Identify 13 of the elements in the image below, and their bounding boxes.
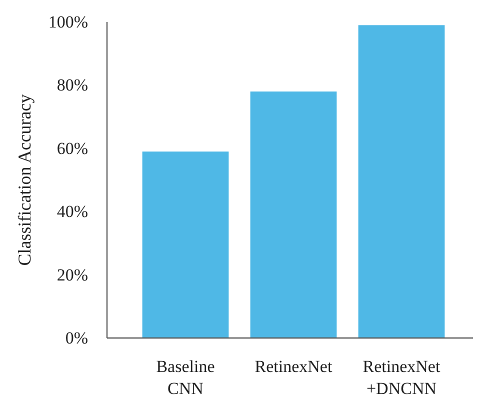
bar — [142, 152, 229, 338]
bar — [358, 25, 445, 338]
x-tick-label: Baseline CNN — [156, 357, 215, 398]
bar — [250, 92, 337, 338]
y-tick-label: 0% — [65, 328, 88, 348]
y-tick-label: 100% — [48, 12, 88, 32]
y-tick-label: 80% — [56, 76, 88, 95]
y-tick-label: 60% — [56, 138, 88, 158]
x-tick-label: RetinexNet — [254, 357, 332, 376]
y-axis-title: Classification Accuracy — [14, 94, 34, 266]
y-tick-label: 20% — [56, 265, 88, 284]
y-tick-label: 40% — [56, 202, 88, 222]
x-tick-label: RetinexNet +DNCNN — [362, 357, 440, 398]
